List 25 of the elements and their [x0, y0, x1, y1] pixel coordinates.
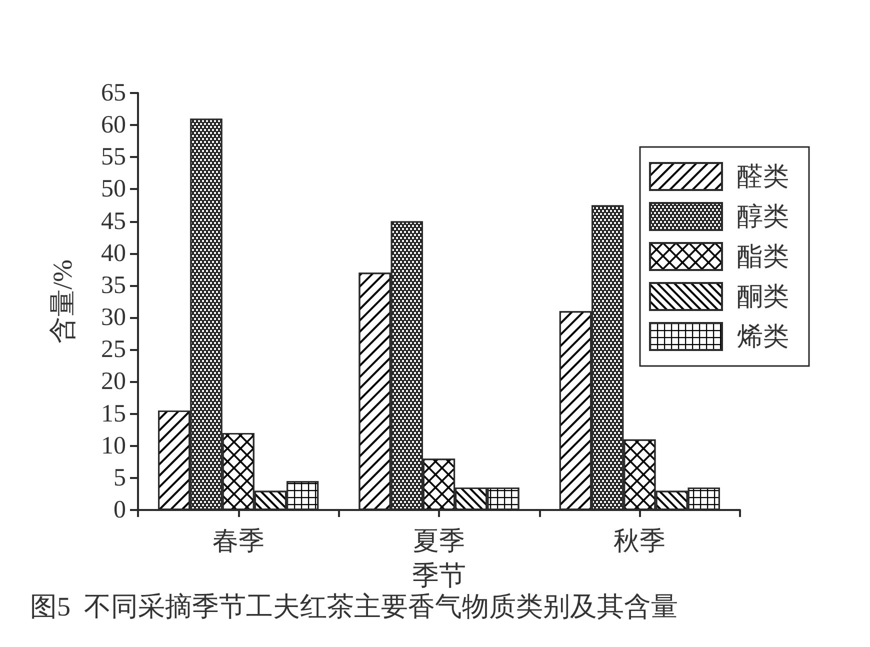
- y-axis-title: 含量/%: [48, 260, 78, 344]
- y-tick-label: 35: [101, 272, 126, 299]
- legend-label: 醛类: [737, 162, 789, 191]
- legend-label: 酮类: [737, 282, 789, 311]
- legend-label: 酯类: [737, 242, 789, 271]
- legend-label: 烯类: [737, 322, 789, 351]
- y-tick-label: 55: [101, 144, 126, 171]
- y-tick-label: 20: [101, 368, 126, 396]
- y-tick-label: 50: [101, 176, 126, 203]
- y-tick-label: 65: [101, 80, 126, 106]
- y-tick-label: 45: [101, 208, 126, 235]
- caption: 图5 不同采摘季节工夫红茶主要香气物质类别及其含量: [30, 592, 678, 622]
- y-tick-label: 30: [101, 304, 126, 332]
- y-tick-label: 60: [101, 112, 126, 139]
- y-tick-label: 10: [101, 432, 126, 460]
- x-tick-label: 秋季: [614, 526, 666, 556]
- x-tick-label: 春季: [212, 526, 264, 556]
- y-tick-label: 0: [114, 496, 126, 524]
- y-tick-label: 5: [114, 464, 126, 492]
- y-tick-label: 15: [101, 400, 126, 428]
- x-tick-label: 夏季: [413, 526, 465, 556]
- y-tick-label: 40: [101, 240, 126, 267]
- x-axis-title: 季节: [412, 560, 466, 590]
- y-tick-label: 25: [101, 336, 126, 364]
- legend-label: 醇类: [737, 202, 789, 231]
